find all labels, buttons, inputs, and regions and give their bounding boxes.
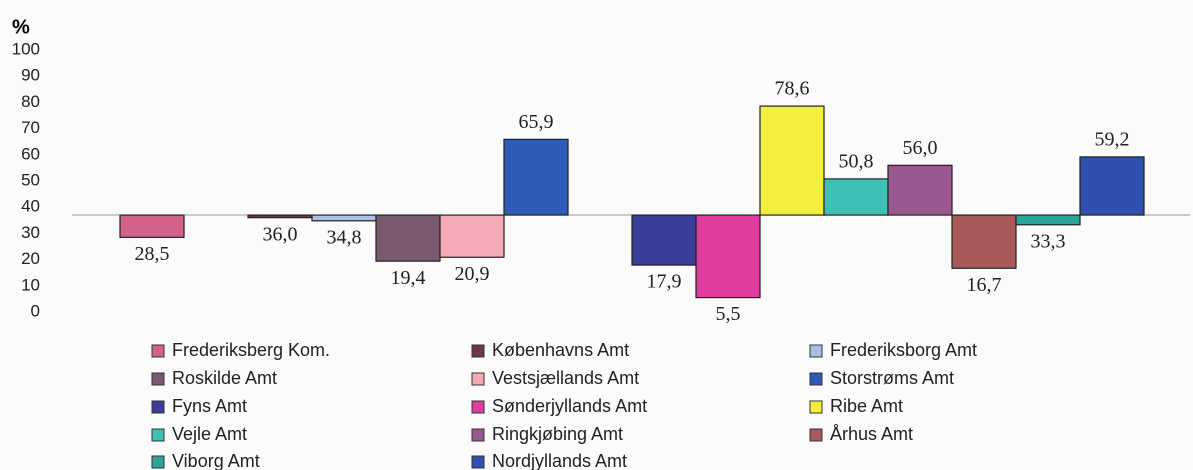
value-label: 33,3 <box>1031 230 1066 252</box>
value-label: 78,6 <box>775 78 810 100</box>
legend-swatch <box>471 344 485 358</box>
legend-label: Nordjyllands Amt <box>492 451 627 470</box>
bar <box>1015 214 1081 226</box>
value-label: 20,9 <box>455 263 490 285</box>
y-tick-label: 40 <box>21 197 40 216</box>
legend-label: Sønderjyllands Amt <box>492 396 647 416</box>
legend-swatch <box>151 344 165 358</box>
value-label: 16,7 <box>967 274 1002 296</box>
legend-swatch <box>809 400 823 414</box>
y-tick-label: 50 <box>21 170 40 189</box>
bar <box>119 214 185 238</box>
legend-swatch <box>151 400 165 414</box>
bar <box>311 214 377 222</box>
legend-swatch <box>809 428 823 442</box>
legend-label: Ribe Amt <box>830 396 903 416</box>
legend-swatch <box>471 428 485 442</box>
value-label: 5,5 <box>716 303 741 325</box>
legend-label: Fyns Amt <box>172 396 247 416</box>
y-tick-label: 10 <box>21 275 40 294</box>
y-tick-label: 70 <box>21 118 40 137</box>
bar <box>247 214 313 219</box>
value-label: 59,2 <box>1095 128 1130 150</box>
legend-label: Ringkjøbing Amt <box>492 424 623 444</box>
y-tick-label: 60 <box>21 144 40 163</box>
legend-label: Roskilde Amt <box>172 368 277 388</box>
value-label: 56,0 <box>903 137 938 159</box>
bar <box>759 105 825 216</box>
value-label: 28,5 <box>135 243 170 265</box>
legend-label: Viborg Amt <box>172 451 260 470</box>
bar <box>503 138 569 216</box>
legend-swatch <box>151 428 165 442</box>
legend-swatch <box>809 372 823 386</box>
value-label: 36,0 <box>263 223 298 245</box>
legend-swatch <box>809 344 823 358</box>
bar <box>631 214 697 266</box>
legend-swatch <box>471 455 485 469</box>
y-tick-label: 20 <box>21 249 40 268</box>
legend-label: Vestsjællands Amt <box>492 368 639 388</box>
legend-label: Vejle Amt <box>172 424 247 444</box>
legend-swatch <box>471 400 485 414</box>
legend-label: Storstrøms Amt <box>830 368 954 388</box>
y-tick-label: 90 <box>21 66 40 85</box>
legend-label: Frederiksberg Kom. <box>172 340 330 360</box>
bar <box>439 214 505 258</box>
bar <box>1079 156 1145 216</box>
bar <box>695 214 761 299</box>
value-label: 19,4 <box>391 267 426 289</box>
legend-label: Københavns Amt <box>492 340 629 360</box>
y-tick-label: 0 <box>31 301 40 320</box>
legend-swatch <box>471 372 485 386</box>
bar <box>375 214 441 262</box>
legend-swatch <box>151 372 165 386</box>
bar <box>823 178 889 216</box>
legend-label: Århus Amt <box>830 424 913 444</box>
y-axis-label: % <box>12 16 30 38</box>
value-label: 65,9 <box>519 111 554 133</box>
y-tick-label: 30 <box>21 223 40 242</box>
legend-swatch <box>151 455 165 469</box>
value-label: 34,8 <box>327 226 362 248</box>
legend-label: Frederiksborg Amt <box>830 340 977 360</box>
y-tick-label: 100 <box>12 39 40 58</box>
bar <box>887 164 953 216</box>
value-label: 50,8 <box>839 150 874 172</box>
y-tick-label: 80 <box>21 92 40 111</box>
value-label: 17,9 <box>647 271 682 293</box>
bar <box>951 214 1017 269</box>
